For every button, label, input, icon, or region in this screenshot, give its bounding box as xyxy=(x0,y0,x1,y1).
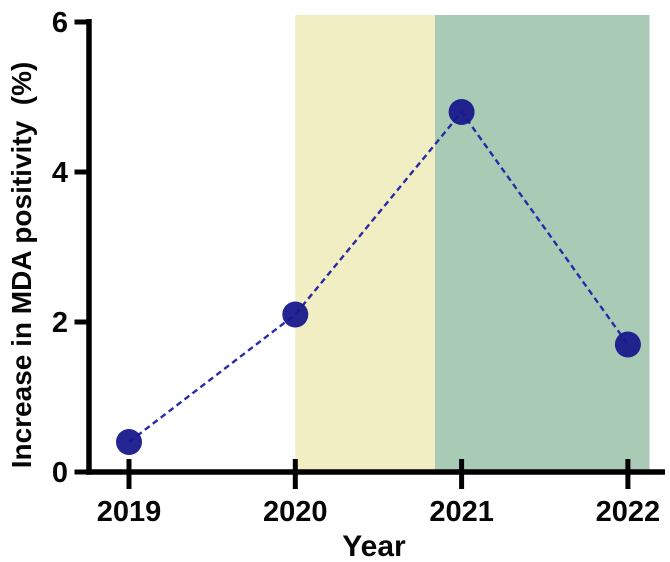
data-point-2019 xyxy=(116,429,142,455)
data-series xyxy=(116,99,641,455)
data-point-2022 xyxy=(614,331,641,358)
x-tick-label-2020: 2020 xyxy=(263,496,328,528)
highlight-bands xyxy=(295,15,650,470)
y-tick-label-2: 2 xyxy=(52,307,68,339)
y-axis-title: Increase in MDA positivity (%) xyxy=(6,62,37,469)
x-axis-title: Year xyxy=(342,530,406,562)
x-tick-label-2019: 2019 xyxy=(97,496,162,528)
x-tick-label-2022: 2022 xyxy=(596,496,661,528)
y-tick-label-6: 6 xyxy=(52,7,68,39)
axis-ticks: 0 2 4 6 2019 2020 2021 2022 xyxy=(52,7,660,528)
x-tick-label-2021: 2021 xyxy=(429,496,494,528)
axes xyxy=(86,19,665,475)
y-tick-label-4: 4 xyxy=(52,157,68,189)
series-line xyxy=(128,110,629,443)
yellow-highlight-band xyxy=(295,15,435,470)
y-tick-label-0: 0 xyxy=(52,457,68,489)
data-point-2020 xyxy=(282,301,309,328)
green-highlight-band xyxy=(434,15,650,470)
data-point-2021 xyxy=(448,99,475,125)
